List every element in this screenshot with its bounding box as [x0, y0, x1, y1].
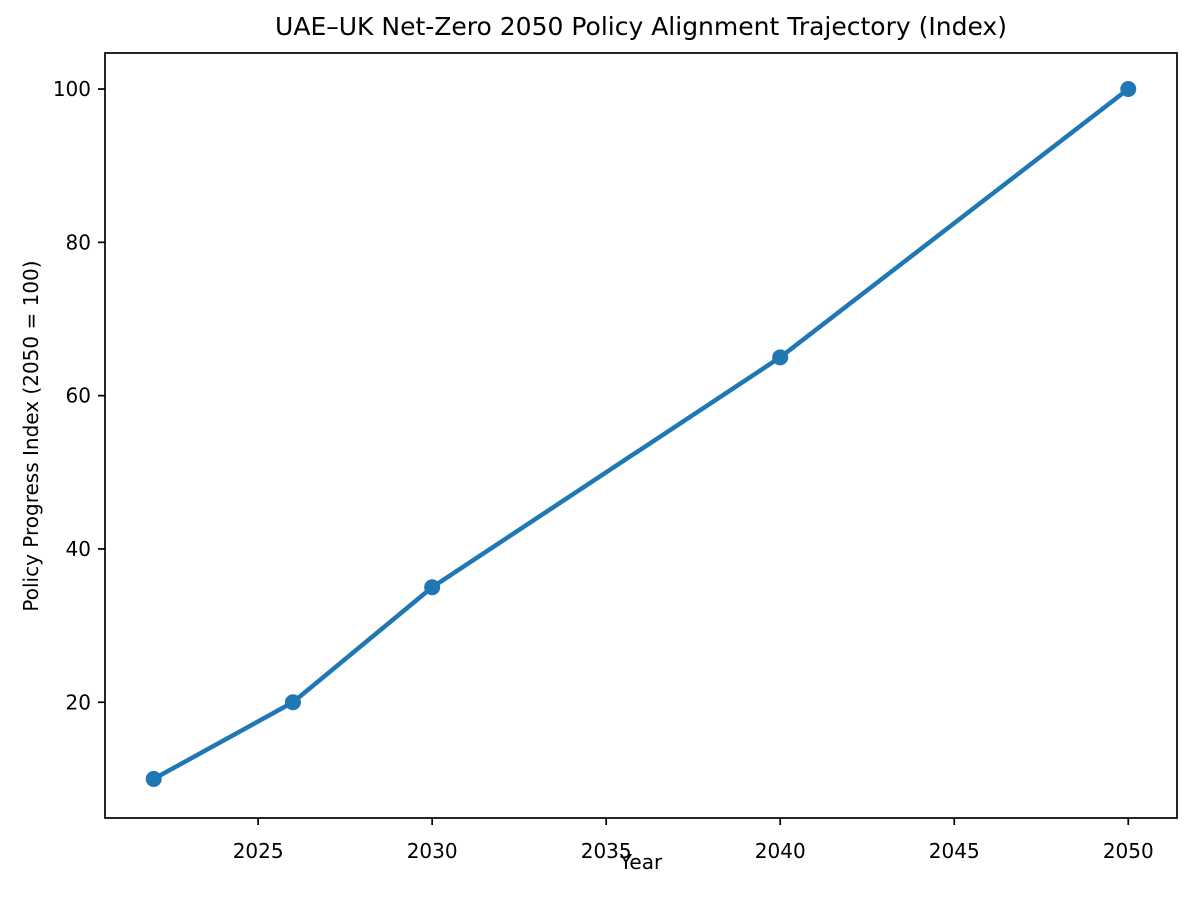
x-tick-label: 2040	[755, 839, 806, 863]
x-tick-label: 2035	[581, 839, 632, 863]
chart-title: UAE–UK Net-Zero 2050 Policy Alignment Tr…	[275, 12, 1007, 41]
y-tick-label: 20	[66, 690, 91, 714]
y-tick-label: 80	[66, 230, 91, 254]
y-tick-label: 60	[66, 384, 91, 408]
y-tick-label: 100	[53, 77, 91, 101]
data-point	[772, 349, 789, 366]
x-axis-label: Year	[619, 850, 663, 874]
x-tick-label: 2050	[1103, 839, 1154, 863]
x-tick-label: 2025	[233, 839, 284, 863]
data-point	[145, 770, 162, 787]
x-tick-label: 2030	[407, 839, 458, 863]
x-tick-label: 2045	[929, 839, 980, 863]
axes-frame	[104, 52, 1178, 819]
y-tick-label: 40	[66, 537, 91, 561]
data-point	[284, 694, 301, 711]
data-line	[151, 86, 1131, 782]
data-point	[424, 579, 441, 596]
data-point	[1120, 81, 1137, 98]
